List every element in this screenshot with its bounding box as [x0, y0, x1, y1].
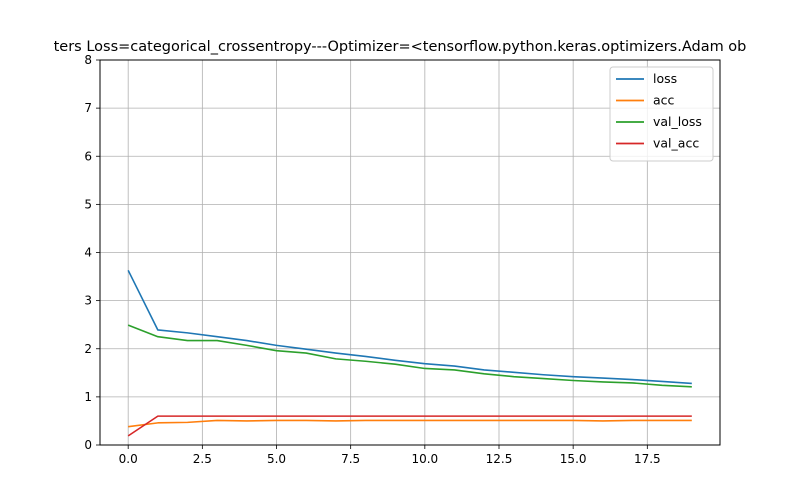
- x-tick-label: 17.5: [634, 452, 661, 466]
- legend-box: [609, 66, 714, 162]
- legend: loss acc val_loss val_acc: [609, 66, 714, 162]
- y-tick-label: 5: [84, 197, 92, 211]
- series-lines: [127, 269, 692, 437]
- y-tick-label: 8: [84, 53, 92, 67]
- y-tick-label: 0: [84, 438, 92, 452]
- legend-label: acc: [653, 93, 675, 108]
- x-tick-label: 7.5: [341, 452, 360, 466]
- x-tick-label: 15.0: [560, 452, 587, 466]
- series-line-val-loss: [127, 324, 692, 388]
- x-tick-label: 0.0: [119, 452, 138, 466]
- y-tick-label: 4: [84, 246, 92, 260]
- x-tick-label: 10.0: [411, 452, 438, 466]
- y-tick-label: 1: [84, 390, 92, 404]
- x-tick-label: 5.0: [267, 452, 286, 466]
- x-tick-label: 12.5: [486, 452, 513, 466]
- legend-label: loss: [653, 71, 677, 86]
- y-tick-label: 6: [84, 149, 92, 163]
- legend-label: val_acc: [653, 136, 699, 151]
- chart-title: ters Loss=categorical_crossentropy---Opt…: [54, 39, 747, 55]
- series-line-loss: [127, 269, 692, 385]
- y-tick-label: 3: [84, 294, 92, 308]
- series-line-acc: [128, 419, 692, 428]
- legend-label: val_loss: [653, 114, 702, 129]
- axis-ticks: 0.0 2.5 5.0 7.5 10.0 12.5 15.0 17.5 0 1 2 3 4 5 6 7 8: [84, 53, 660, 466]
- x-tick-label: 2.5: [193, 452, 212, 466]
- y-tick-label: 7: [84, 101, 92, 115]
- series-line-val-acc: [127, 415, 692, 437]
- y-tick-label: 2: [84, 342, 92, 356]
